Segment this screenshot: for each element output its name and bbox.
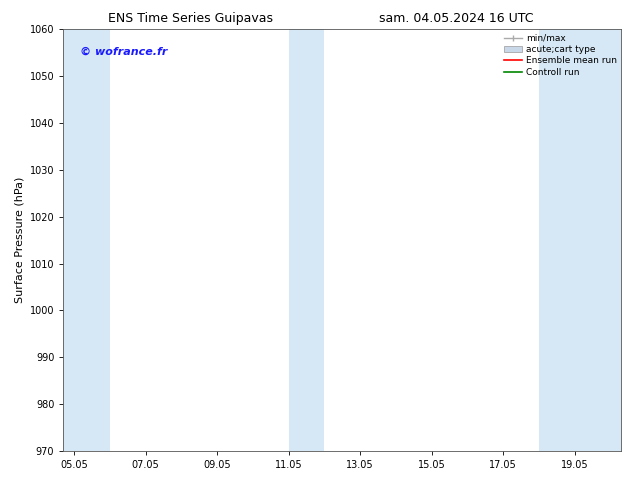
Bar (288, 29, 325, 451)
Text: ENS Time Series Guipavas: ENS Time Series Guipavas (108, 12, 273, 25)
Text: © wofrance.fr: © wofrance.fr (80, 46, 167, 56)
Y-axis label: Surface Pressure (hPa): Surface Pressure (hPa) (14, 177, 24, 303)
Text: sam. 04.05.2024 16 UTC: sam. 04.05.2024 16 UTC (379, 12, 534, 25)
Legend: min/max, acute;cart type, Ensemble mean run, Controll run: min/max, acute;cart type, Ensemble mean … (501, 31, 619, 79)
Bar (63, 29, 110, 451)
Bar (539, 29, 621, 451)
